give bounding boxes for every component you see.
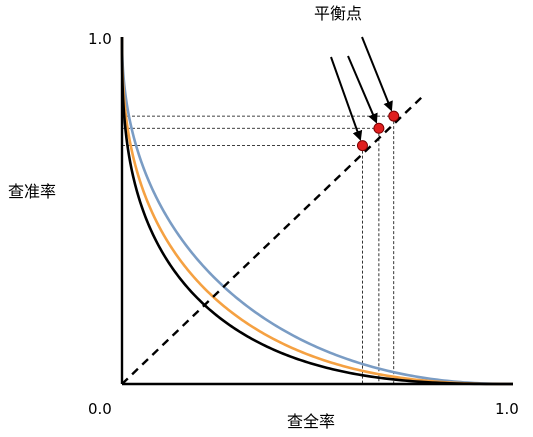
origin-tick: 0.0 (88, 400, 112, 418)
break-even-point-0 (356, 140, 368, 152)
y-axis-label: 查准率 (8, 182, 56, 201)
arrow-1 (347, 55, 378, 124)
curve-blue (120, 36, 514, 386)
x-tick-end: 1.0 (495, 400, 519, 418)
curve-orange (120, 36, 514, 386)
break-even-point-2 (388, 110, 400, 122)
arrow-2 (361, 36, 393, 112)
y-tick-end: 1.0 (88, 30, 112, 48)
curves (120, 36, 514, 386)
break-even-point-1 (373, 122, 385, 134)
points (356, 110, 400, 152)
arrow-0 (330, 56, 363, 141)
x-axis-label: 查全率 (287, 412, 335, 431)
break-even-annotation: 平衡点 (314, 4, 362, 23)
guide-lines (122, 115, 395, 384)
axes (120, 37, 513, 386)
arrows (330, 36, 393, 141)
curve-black (120, 36, 514, 386)
